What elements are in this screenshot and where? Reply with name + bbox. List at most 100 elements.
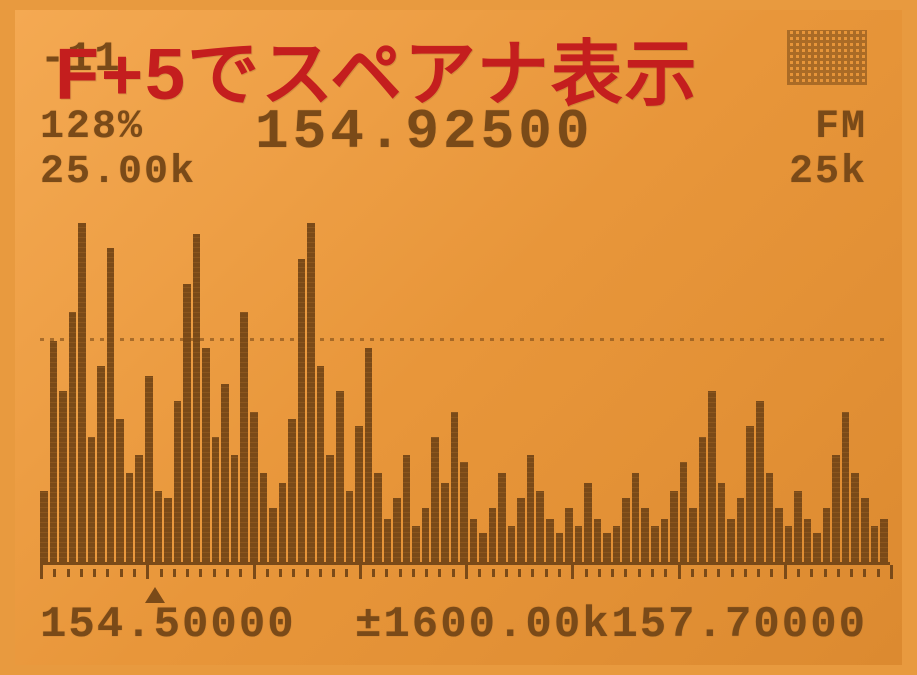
spectrum-bar — [718, 483, 726, 562]
lcd-screen: F+5でスペアナ表示 -11 128% 25.00k 154.92500 FM … — [15, 10, 902, 665]
axis-tick — [120, 569, 123, 577]
spectrum-bar — [164, 498, 172, 562]
spectrum-bar — [393, 498, 401, 562]
axis-tick — [239, 569, 242, 577]
axis-tick — [824, 569, 827, 577]
spectrum-bar — [622, 498, 630, 562]
spectrum-bar — [317, 366, 325, 562]
spectrum-bar — [298, 259, 306, 562]
spectrum-bar — [355, 426, 363, 562]
spectrum-bar — [107, 248, 115, 562]
spectrum-bar — [384, 519, 392, 562]
axis-tick — [492, 569, 495, 577]
spectrum-bar — [431, 437, 439, 562]
spectrum-bar — [632, 473, 640, 562]
spectrum-bar — [785, 526, 793, 562]
spectrum-bar — [145, 376, 153, 562]
spectrum-bar — [240, 312, 248, 562]
spectrum-bar — [813, 533, 821, 562]
axis-tick — [146, 565, 149, 579]
axis-tick — [678, 565, 681, 579]
spectrum-bar — [365, 348, 373, 562]
axis-tick — [40, 565, 43, 579]
axis-tick — [624, 569, 627, 577]
spectrum-bar — [556, 533, 564, 562]
spectrum-bar — [116, 419, 124, 562]
spectrum-bar — [269, 508, 277, 562]
spectrum-bar — [250, 412, 258, 562]
spectrum-bar — [804, 519, 812, 562]
axis-tick — [106, 569, 109, 577]
axis-tick — [306, 569, 309, 577]
spectrum-bar — [756, 401, 764, 562]
spectrum-bar — [422, 508, 430, 562]
spectrum-bar — [412, 526, 420, 562]
axis-tick — [279, 569, 282, 577]
spectrum-bar — [880, 519, 888, 562]
spectrum-bar — [307, 223, 315, 562]
spectrum-bar — [78, 223, 86, 562]
axis-tick — [226, 569, 229, 577]
mode-readout: FM — [815, 105, 867, 150]
axis-tick — [213, 569, 216, 577]
spectrum-bar — [202, 348, 210, 562]
spectrum-bar — [871, 526, 879, 562]
axis-tick — [266, 569, 269, 577]
spectrum-bar — [670, 491, 678, 562]
spectrum-bar — [470, 519, 478, 562]
axis-tick — [611, 569, 614, 577]
axis-tick — [372, 569, 375, 577]
axis-tick — [452, 569, 455, 577]
axis-tick — [757, 569, 760, 577]
spectrum-bar — [536, 491, 544, 562]
spectrum-bar — [155, 491, 163, 562]
spectrum-bar — [851, 473, 859, 562]
start-frequency: 154.50000 — [40, 600, 296, 650]
axis-tick — [505, 569, 508, 577]
axis-tick — [717, 569, 720, 577]
spectrum-bar — [479, 533, 487, 562]
axis-tick — [399, 569, 402, 577]
spectrum-bars — [40, 205, 890, 562]
end-frequency: 157.70000 — [611, 600, 867, 650]
spectrum-bar — [737, 498, 745, 562]
spectrum-bar — [183, 284, 191, 562]
spectrum-bar — [565, 508, 573, 562]
spectrum-bar — [193, 234, 201, 562]
axis-tick — [691, 569, 694, 577]
spectrum-bar — [680, 462, 688, 562]
spectrum-bar — [708, 391, 716, 562]
axis-tick — [465, 565, 468, 579]
spectrum-bar — [336, 391, 344, 562]
axis-tick — [345, 569, 348, 577]
spectrum-bar — [50, 341, 58, 562]
axis-tick — [863, 569, 866, 577]
axis-tick — [478, 569, 481, 577]
spectrum-bar — [746, 426, 754, 562]
axis-tick — [877, 569, 880, 577]
spectrum-bar — [498, 473, 506, 562]
spectrum-bar — [832, 455, 840, 562]
axis-tick — [531, 569, 534, 577]
spectrum-bar — [40, 491, 48, 562]
spectrum-bar — [794, 491, 802, 562]
spectrum-bar — [221, 384, 229, 563]
axis-tick — [412, 569, 415, 577]
spectrum-bar — [69, 312, 77, 562]
axis-tick — [651, 569, 654, 577]
axis-tick — [332, 569, 335, 577]
axis-tick — [319, 569, 322, 577]
axis-tick — [638, 569, 641, 577]
spectrum-bar — [594, 519, 602, 562]
axis-tick — [292, 569, 295, 577]
spectrum-bar — [460, 462, 468, 562]
axis-tick — [744, 569, 747, 577]
axis-tick — [558, 569, 561, 577]
axis-tick — [704, 569, 707, 577]
axis-tick — [438, 569, 441, 577]
axis-tick — [585, 569, 588, 577]
axis-tick — [425, 569, 428, 577]
axis-tick — [359, 565, 362, 579]
spectrum-bar — [288, 419, 296, 562]
spectrum-bar — [766, 473, 774, 562]
